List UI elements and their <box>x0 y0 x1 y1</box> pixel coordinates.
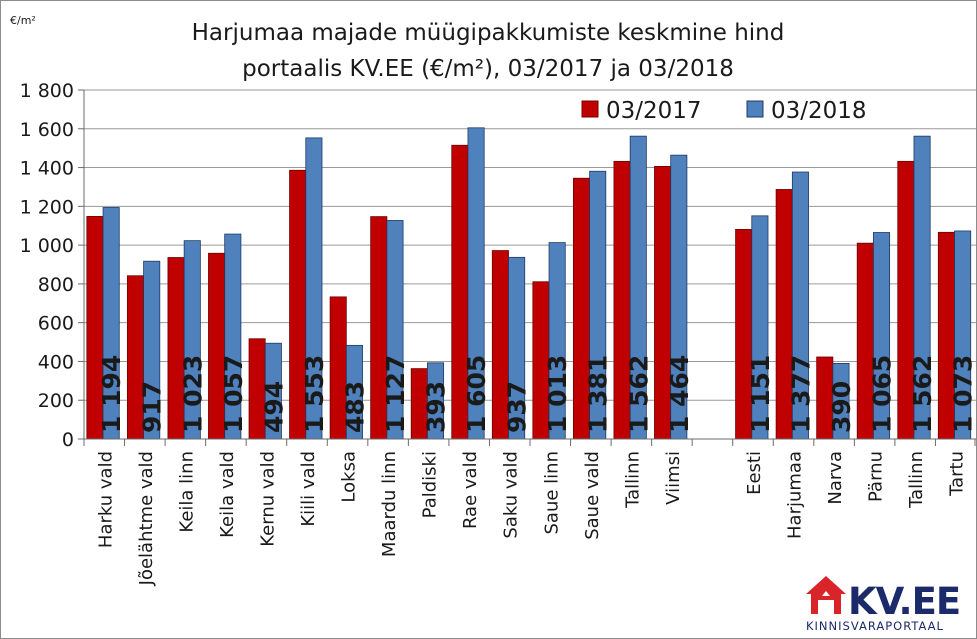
data-label: 494 <box>259 381 288 433</box>
legend-label-2018: 03/2018 <box>771 98 867 124</box>
x-tick-label: Narva <box>825 451 846 505</box>
x-tick-label: Rae vald <box>460 451 481 529</box>
x-tick-label: Saue linn <box>541 451 562 534</box>
x-tick-label: Tartu <box>947 451 968 497</box>
data-label: 1 377 <box>786 355 815 433</box>
y-tick-label-1200: 1 200 <box>20 196 74 218</box>
x-tick-label: Tallinn <box>622 451 643 509</box>
y-axis: 0 200 400 600 800 1 000 1 200 1 400 1 600 1 800 <box>20 80 85 451</box>
data-label: 1 381 <box>584 355 613 433</box>
data-labels: 1 194 917 1 023 1 057 494 1 553 483 1 127 393 1 6… <box>97 355 977 433</box>
logo-brand: KV.EE <box>848 580 960 623</box>
data-label: 1 127 <box>381 355 410 433</box>
data-label: 1 013 <box>543 355 572 433</box>
house-icon <box>806 576 846 614</box>
x-tick-label: Eesti <box>744 451 765 495</box>
legend-swatch-2018 <box>746 100 764 118</box>
data-label: 393 <box>422 381 451 433</box>
y-tick-label-1000: 1 000 <box>20 235 74 257</box>
kvee-logo: KV.EE KINNISVARAPORTAAL <box>806 576 961 633</box>
data-label: 1 605 <box>462 355 491 433</box>
y-tick-label-800: 800 <box>38 274 74 296</box>
data-label: 917 <box>138 381 167 433</box>
x-tick-label: Maardu linn <box>379 451 400 557</box>
data-label: 483 <box>340 381 369 433</box>
x-axis: Harku vald Jõelähtme vald Keila linn Keila … <box>83 438 976 586</box>
x-tick-label: Pärnu <box>866 451 887 502</box>
chart-title-line-2: portaalis KV.EE (€/m²), 03/2017 ja 03/20… <box>242 56 734 82</box>
x-tick-label: Loksa <box>339 451 360 503</box>
data-label: 937 <box>503 381 532 433</box>
x-tick-label: Tallinn <box>906 451 927 509</box>
x-tick-label: Harku vald <box>95 451 116 548</box>
legend: 03/2017 03/2018 <box>581 98 867 124</box>
x-tick-label: Saue vald <box>582 451 603 540</box>
y-tick-label-200: 200 <box>38 390 74 412</box>
data-label: 390 <box>827 381 856 433</box>
x-tick-label: Harjumaa <box>785 451 806 539</box>
x-tick-label: Kernu vald <box>257 451 278 547</box>
x-tick-label: Viimsi <box>663 451 684 505</box>
data-label: 1 073 <box>949 355 977 433</box>
y-tick-label-600: 600 <box>38 313 74 335</box>
data-label: 1 464 <box>665 355 694 433</box>
y-tick-label-1400: 1 400 <box>20 158 74 180</box>
data-label: 1 562 <box>624 355 653 433</box>
legend-swatch-2017 <box>581 100 599 118</box>
y-tick-label-400: 400 <box>38 351 74 373</box>
data-label: 1 023 <box>178 355 207 433</box>
bars <box>86 127 972 440</box>
x-tick-label: Paldiski <box>420 451 441 518</box>
data-label: 1 562 <box>908 355 937 433</box>
logo-subtitle: KINNISVARAPORTAAL <box>806 619 944 633</box>
legend-label-2017: 03/2017 <box>606 98 702 124</box>
y-tick-label-0: 0 <box>62 429 74 451</box>
data-label: 1 553 <box>300 355 329 433</box>
x-tick-label: Jõelähtme vald <box>136 451 157 586</box>
data-label: 1 065 <box>868 355 897 433</box>
y-tick-label-1600: 1 600 <box>20 119 74 141</box>
data-label: 1 057 <box>219 355 248 433</box>
chart-title-line-1: Harjumaa majade müügipakkumiste keskmine… <box>192 20 785 46</box>
data-label: 1 194 <box>97 355 126 433</box>
y-tick-label-1800: 1 800 <box>20 80 74 102</box>
x-tick-label: Keila linn <box>176 451 197 533</box>
x-tick-label: Kiili vald <box>298 451 319 527</box>
data-label: 1 151 <box>746 355 775 433</box>
x-tick-label: Keila vald <box>217 451 238 538</box>
x-tick-label: Saku vald <box>501 451 522 539</box>
unit-label: €/m² <box>10 14 36 27</box>
